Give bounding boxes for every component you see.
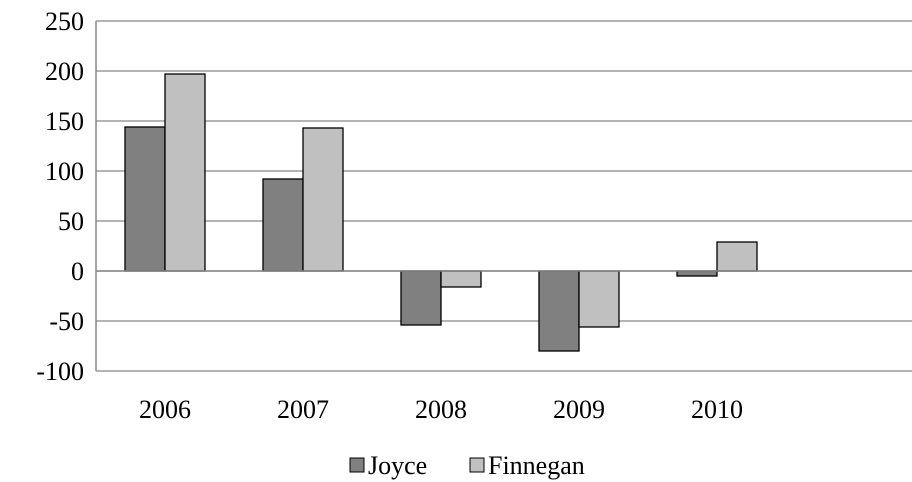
y-tick-label: 0: [71, 257, 84, 286]
y-tick-label: 200: [45, 57, 84, 86]
bar-finnegan-2009: [578, 270, 620, 328]
bar-joyce-2008: [400, 270, 442, 326]
y-tick-label: -100: [36, 357, 84, 386]
bars: [124, 73, 758, 352]
legend-swatch-joyce: [349, 457, 365, 473]
bar-finnegan-2006: [164, 73, 206, 272]
legend-swatch-finnegan: [469, 457, 485, 473]
y-tick-label: 150: [45, 107, 84, 136]
bar-joyce-2006: [124, 126, 166, 272]
legend-label-finnegan: Finnegan: [488, 451, 585, 480]
bar-finnegan-2007: [302, 127, 344, 272]
axes: [95, 21, 912, 371]
x-tick-label: 2007: [277, 395, 329, 424]
bar-finnegan-2010: [716, 241, 758, 272]
y-tick-label: 250: [45, 7, 84, 36]
grid-lines: [96, 20, 912, 372]
x-tick-labels: 2006 2007 2008 2009 2010: [139, 395, 743, 424]
x-tick-label: 2008: [415, 395, 467, 424]
bar-finnegan-2008: [440, 270, 482, 288]
legend: Joyce Finnegan: [349, 451, 585, 480]
y-tick-label: -50: [49, 307, 84, 336]
y-tick-label: 50: [58, 207, 84, 236]
y-tick-labels: -100 -50 0 50 100 150 200 250: [36, 7, 84, 386]
legend-label-joyce: Joyce: [368, 451, 427, 480]
x-tick-label: 2009: [553, 395, 605, 424]
bar-joyce-2009: [538, 270, 580, 352]
bar-joyce-2007: [262, 178, 304, 272]
y-tick-label: 100: [45, 157, 84, 186]
x-tick-label: 2006: [139, 395, 191, 424]
x-tick-label: 2010: [691, 395, 743, 424]
